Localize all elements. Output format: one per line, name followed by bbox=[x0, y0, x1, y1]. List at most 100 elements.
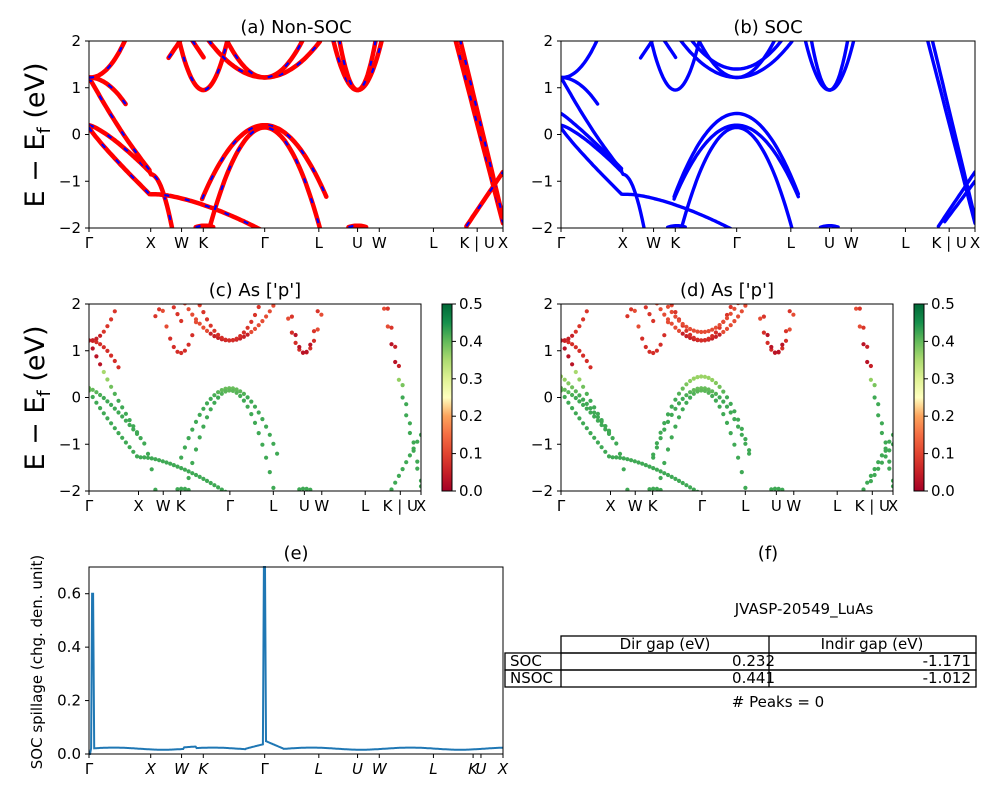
y-tick-label: 2 bbox=[543, 295, 553, 313]
projected-point bbox=[120, 405, 125, 410]
projected-point bbox=[311, 329, 317, 334]
projected-point bbox=[577, 377, 582, 382]
projected-point bbox=[688, 326, 693, 332]
projected-point bbox=[747, 451, 752, 456]
colorbar-tick-label: 0.4 bbox=[459, 332, 483, 350]
projected-point bbox=[149, 467, 154, 472]
x-tick-label: U bbox=[475, 760, 486, 778]
x-tick-label: W bbox=[628, 497, 643, 515]
projected-point bbox=[647, 349, 652, 354]
projected-point bbox=[90, 338, 95, 343]
projected-point bbox=[669, 309, 674, 315]
projected-point bbox=[710, 334, 715, 339]
projected-point bbox=[743, 441, 748, 446]
y-tick-label: 2 bbox=[543, 32, 553, 50]
projected-point bbox=[396, 473, 401, 478]
projected-point bbox=[123, 418, 128, 423]
projected-point bbox=[238, 393, 243, 399]
projected-point bbox=[216, 335, 221, 340]
x-tick-label: Γ bbox=[557, 497, 566, 515]
projected-point bbox=[219, 391, 224, 396]
projected-point bbox=[717, 323, 722, 328]
x-tick-label: Γ bbox=[732, 234, 741, 252]
projected-point bbox=[721, 389, 726, 394]
projected-point bbox=[680, 407, 685, 412]
projected-point bbox=[197, 412, 202, 417]
projected-point bbox=[765, 332, 770, 338]
projected-point bbox=[570, 406, 575, 411]
projected-point bbox=[592, 435, 597, 440]
projected-point bbox=[710, 327, 715, 332]
panel-e-plot: 0.60.40.20.0Γ X W K Γ L U W L KU X bbox=[57, 566, 509, 778]
band-line bbox=[561, 123, 646, 228]
projected-point bbox=[164, 324, 169, 329]
projected-point bbox=[116, 365, 121, 370]
projected-point bbox=[861, 342, 866, 347]
projected-point bbox=[411, 440, 416, 445]
band-line bbox=[943, 179, 975, 224]
projected-point bbox=[890, 442, 893, 447]
projected-point bbox=[861, 487, 866, 491]
band-line bbox=[638, 41, 678, 60]
projected-point bbox=[98, 392, 103, 398]
projected-point bbox=[566, 381, 571, 386]
projected-point bbox=[747, 448, 752, 453]
projected-point bbox=[688, 335, 693, 340]
projected-point bbox=[385, 324, 390, 329]
projected-point bbox=[732, 306, 737, 311]
projected-point bbox=[112, 426, 117, 431]
x-tick-label: Γ bbox=[85, 497, 94, 515]
band-line bbox=[176, 41, 230, 93]
table-cell: -1.012 bbox=[923, 669, 971, 687]
projected-point bbox=[300, 350, 306, 355]
projected-point bbox=[636, 324, 641, 329]
projected-point bbox=[212, 483, 217, 488]
band-line bbox=[672, 111, 800, 199]
projected-point bbox=[393, 359, 398, 365]
projected-point bbox=[89, 338, 92, 343]
projected-point bbox=[676, 415, 682, 420]
panel-c-title: (c) As ['p'] bbox=[209, 280, 301, 301]
projected-point bbox=[673, 424, 678, 429]
projected-point bbox=[713, 391, 719, 396]
projected-point bbox=[758, 316, 763, 321]
projected-point bbox=[566, 390, 571, 395]
projected-point bbox=[101, 369, 106, 375]
projected-point bbox=[241, 330, 246, 335]
x-tick-label: L bbox=[787, 234, 796, 252]
projected-point bbox=[216, 395, 221, 400]
projected-point bbox=[676, 391, 682, 396]
projected-point bbox=[662, 421, 667, 426]
projected-point bbox=[116, 431, 121, 436]
projected-point bbox=[227, 338, 232, 343]
colorbar-tick-label: 0.1 bbox=[459, 445, 483, 463]
colorbar-tick-label: 0.5 bbox=[459, 295, 483, 313]
x-tick-label: K bbox=[670, 234, 681, 252]
projected-point bbox=[131, 449, 136, 454]
projected-point bbox=[599, 445, 604, 450]
colorbar-tick-label: 0.4 bbox=[931, 332, 955, 350]
y-tick-label: 2 bbox=[71, 295, 81, 313]
projected-point bbox=[673, 325, 678, 330]
gap-table bbox=[504, 635, 977, 688]
projected-point bbox=[588, 300, 592, 304]
projected-point bbox=[267, 470, 272, 475]
colorbar-tick-label: 0.3 bbox=[459, 370, 483, 388]
projected-point bbox=[680, 321, 685, 327]
projected-point bbox=[193, 472, 199, 478]
projected-point bbox=[212, 393, 217, 398]
projected-point bbox=[238, 334, 243, 339]
projected-point bbox=[691, 335, 696, 340]
projected-point bbox=[308, 487, 313, 491]
projected-point bbox=[241, 398, 246, 403]
projected-point bbox=[872, 467, 877, 472]
projected-point bbox=[171, 463, 176, 468]
projected-point bbox=[662, 312, 667, 317]
projected-point bbox=[234, 390, 239, 395]
projected-point bbox=[621, 467, 626, 472]
band-line bbox=[89, 122, 175, 228]
projected-point bbox=[212, 328, 217, 333]
projected-point bbox=[566, 354, 571, 359]
projected-point bbox=[234, 387, 239, 392]
